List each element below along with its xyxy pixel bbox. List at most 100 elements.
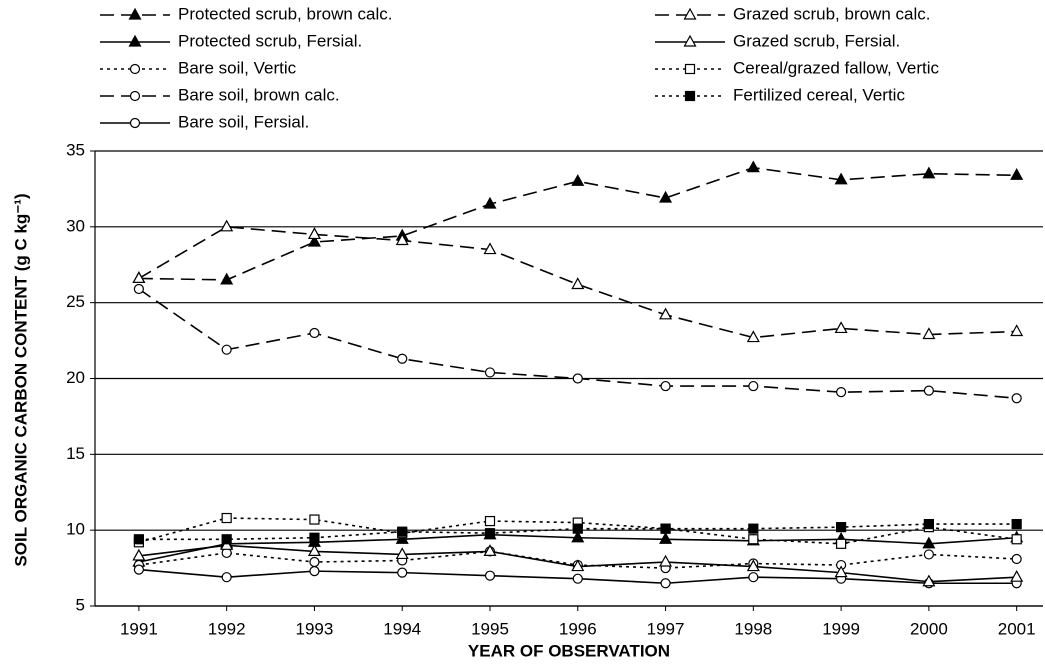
marker bbox=[309, 532, 320, 543]
marker bbox=[923, 518, 934, 530]
marker bbox=[220, 219, 234, 232]
legend-label: Fertilized cereal, Vertic bbox=[733, 85, 905, 104]
marker bbox=[484, 570, 496, 581]
marker bbox=[922, 536, 936, 549]
marker bbox=[571, 559, 585, 572]
marker bbox=[129, 63, 141, 75]
marker bbox=[684, 63, 696, 75]
x-axis-title: YEAR OF OBSERVATION bbox=[468, 641, 670, 660]
marker bbox=[571, 277, 585, 290]
marker bbox=[836, 538, 847, 549]
marker bbox=[132, 271, 146, 283]
marker bbox=[1011, 534, 1022, 545]
marker bbox=[133, 534, 144, 545]
legend-label: Bare soil, Vertic bbox=[178, 58, 297, 77]
marker bbox=[397, 567, 408, 578]
x-tick-label: 1995 bbox=[471, 619, 509, 638]
marker bbox=[748, 572, 759, 583]
legend-label: Bare soil, Fersial. bbox=[178, 112, 309, 131]
marker bbox=[221, 512, 232, 524]
y-tick-label: 5 bbox=[76, 595, 85, 614]
marker bbox=[923, 549, 934, 560]
x-tick-label: 1997 bbox=[647, 619, 685, 638]
x-tick-label: 1993 bbox=[296, 619, 334, 638]
x-tick-label: 2000 bbox=[910, 619, 948, 638]
y-tick-label: 15 bbox=[66, 444, 85, 463]
marker bbox=[128, 7, 142, 20]
legend-label: Grazed scrub, brown calc. bbox=[733, 4, 930, 23]
marker bbox=[484, 367, 496, 378]
x-tick-label: 2001 bbox=[998, 619, 1036, 638]
marker bbox=[132, 548, 146, 561]
marker bbox=[307, 234, 321, 247]
marker bbox=[684, 90, 696, 102]
marker bbox=[572, 373, 583, 384]
marker bbox=[309, 566, 320, 577]
marker bbox=[221, 534, 232, 545]
marker bbox=[483, 544, 497, 557]
marker bbox=[748, 380, 759, 392]
legend-label: Cereal/grazed fallow, Vertic bbox=[733, 58, 939, 77]
marker bbox=[395, 547, 409, 560]
marker bbox=[221, 344, 232, 355]
marker bbox=[221, 572, 232, 583]
y-tick-label: 30 bbox=[66, 216, 85, 235]
marker bbox=[1011, 393, 1022, 404]
marker bbox=[834, 565, 848, 578]
y-tick-label: 35 bbox=[66, 140, 85, 159]
marker bbox=[309, 514, 320, 525]
marker bbox=[748, 534, 759, 545]
marker bbox=[397, 353, 408, 364]
series-line bbox=[138, 166, 1017, 281]
marker bbox=[309, 327, 320, 339]
marker bbox=[133, 283, 144, 295]
marker bbox=[484, 528, 496, 539]
marker bbox=[571, 174, 585, 186]
marker bbox=[395, 233, 409, 246]
marker bbox=[834, 172, 848, 185]
marker bbox=[922, 166, 936, 179]
marker bbox=[572, 523, 583, 534]
marker bbox=[483, 196, 497, 209]
marker bbox=[683, 7, 697, 20]
marker bbox=[659, 532, 673, 544]
marker bbox=[397, 526, 408, 537]
marker bbox=[748, 523, 759, 534]
legend-label: Bare soil, brown calc. bbox=[178, 85, 340, 104]
marker bbox=[659, 307, 673, 320]
marker bbox=[922, 327, 936, 340]
marker bbox=[128, 34, 142, 47]
marker bbox=[836, 522, 847, 533]
x-tick-label: 1992 bbox=[208, 619, 246, 638]
legend-label: Protected scrub, Fersial. bbox=[178, 31, 362, 50]
marker bbox=[1010, 324, 1024, 337]
series-line bbox=[138, 226, 1017, 339]
marker bbox=[659, 190, 673, 203]
marker bbox=[484, 515, 496, 527]
x-tick-label: 1994 bbox=[383, 619, 421, 638]
marker bbox=[683, 34, 697, 47]
marker bbox=[1010, 168, 1024, 180]
legend-label: Protected scrub, brown calc. bbox=[178, 4, 392, 23]
marker bbox=[483, 242, 497, 255]
x-tick-label: 1991 bbox=[120, 619, 158, 638]
marker bbox=[834, 321, 848, 334]
marker bbox=[746, 160, 760, 173]
marker bbox=[660, 523, 671, 534]
series-line bbox=[138, 517, 1017, 545]
y-axis-title: SOIL ORGANIC CARBON CONTENT (g C kg⁻¹) bbox=[11, 193, 30, 566]
marker bbox=[133, 564, 144, 575]
marker bbox=[659, 554, 673, 567]
marker bbox=[307, 544, 321, 557]
marker bbox=[1011, 553, 1022, 565]
marker bbox=[1010, 569, 1024, 582]
x-tick-label: 1996 bbox=[559, 619, 597, 638]
y-tick-label: 25 bbox=[66, 292, 85, 311]
marker bbox=[572, 573, 583, 584]
marker bbox=[660, 380, 671, 392]
marker bbox=[1011, 518, 1022, 530]
y-tick-label: 10 bbox=[66, 520, 85, 539]
marker bbox=[309, 556, 320, 568]
marker bbox=[922, 574, 936, 587]
